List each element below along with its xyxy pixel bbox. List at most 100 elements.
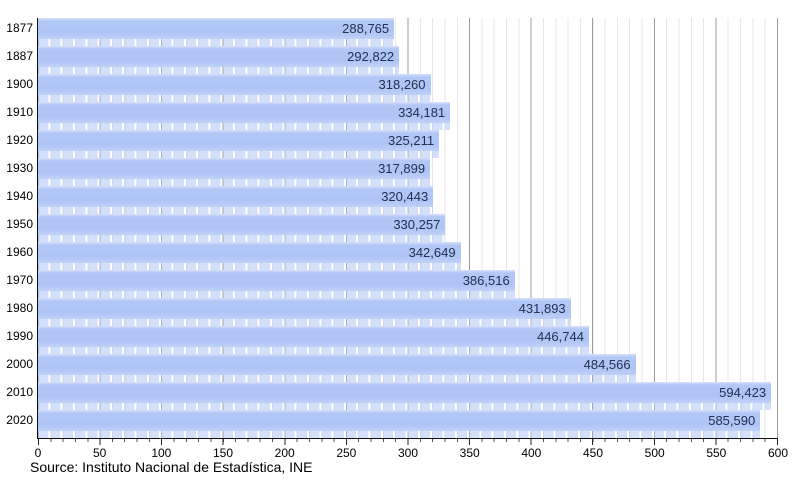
y-axis-label: 2020 bbox=[6, 413, 33, 427]
bar-reflection-strip bbox=[38, 179, 431, 186]
bar-body: 330,257 bbox=[38, 214, 446, 235]
bar-value-label: 317,899 bbox=[378, 161, 426, 176]
bar-body: 484,566 bbox=[38, 354, 636, 375]
bar-reflection-strip bbox=[38, 319, 571, 326]
bar-reflection-strip bbox=[38, 39, 395, 46]
x-axis-label: 200 bbox=[274, 446, 295, 460]
bar-value-label: 288,765 bbox=[342, 21, 390, 36]
bar-value-label: 318,260 bbox=[378, 77, 426, 92]
population-bar: 431,893 bbox=[38, 298, 571, 326]
bar-reflection-strip bbox=[38, 291, 515, 298]
bar-row: 288,765 bbox=[38, 18, 778, 46]
bar-value-label: 342,649 bbox=[408, 245, 456, 260]
y-axis-label: 1980 bbox=[6, 301, 33, 315]
bar-reflection-strip bbox=[38, 375, 636, 382]
bar-body: 386,516 bbox=[38, 270, 515, 291]
x-axis-label: 400 bbox=[521, 446, 542, 460]
x-axis-label: 350 bbox=[459, 446, 480, 460]
y-axis-label: 1990 bbox=[6, 329, 33, 343]
plot-area: 288,765 292,822 318,260 334,181 bbox=[37, 18, 778, 439]
x-axis-label: 100 bbox=[151, 446, 172, 460]
y-axis-label: 1877 bbox=[6, 21, 33, 35]
bar-reflection-strip bbox=[38, 67, 400, 74]
population-bar: 318,260 bbox=[38, 74, 431, 102]
bar-row: 484,566 bbox=[38, 354, 778, 382]
y-axis-label: 1950 bbox=[6, 217, 33, 231]
bar-body: 342,649 bbox=[38, 242, 461, 263]
population-bar: 330,257 bbox=[38, 214, 446, 242]
bar-value-label: 330,257 bbox=[393, 217, 441, 232]
population-bar: 594,423 bbox=[38, 382, 772, 410]
population-bar: 446,744 bbox=[38, 326, 589, 354]
bar-body: 288,765 bbox=[38, 18, 395, 39]
x-axis-label: 550 bbox=[706, 446, 727, 460]
population-bar: 320,443 bbox=[38, 186, 434, 214]
y-axis-label: 1960 bbox=[6, 245, 33, 259]
y-axis-label: 1900 bbox=[6, 77, 33, 91]
x-axis-label: 300 bbox=[397, 446, 419, 460]
y-axis-label: 1887 bbox=[6, 49, 33, 63]
bar-row: 317,899 bbox=[38, 158, 778, 186]
population-bar: 288,765 bbox=[38, 18, 395, 46]
bar-reflection-strip bbox=[38, 95, 431, 102]
x-axis-label: 50 bbox=[92, 446, 107, 460]
bar-row: 386,516 bbox=[38, 270, 778, 298]
bar-reflection-strip bbox=[38, 431, 761, 438]
bar-reflection-strip bbox=[38, 123, 451, 130]
bar-value-label: 334,181 bbox=[398, 105, 446, 120]
x-axis-label: 150 bbox=[212, 446, 234, 460]
population-bar: 484,566 bbox=[38, 354, 636, 382]
bar-body: 292,822 bbox=[38, 46, 400, 67]
bar-body: 325,211 bbox=[38, 130, 440, 151]
bar-body: 334,181 bbox=[38, 102, 451, 123]
bar-row: 330,257 bbox=[38, 214, 778, 242]
population-bar: 334,181 bbox=[38, 102, 451, 130]
bar-row: 334,181 bbox=[38, 102, 778, 130]
bar-row: 431,893 bbox=[38, 298, 778, 326]
bar-value-label: 585,590 bbox=[708, 413, 756, 428]
y-axis-labels: 1877 1887 1900 1910 1920 1930 1940 1950 1960 1970… bbox=[0, 18, 33, 438]
bar-body: 446,744 bbox=[38, 326, 589, 347]
x-axis-label: 600 bbox=[767, 446, 789, 460]
y-axis-label: 1940 bbox=[6, 189, 33, 203]
bar-body: 320,443 bbox=[38, 186, 434, 207]
bar-value-label: 292,822 bbox=[347, 49, 395, 64]
bar-body: 431,893 bbox=[38, 298, 571, 319]
y-axis-label: 1910 bbox=[6, 105, 33, 119]
y-axis-label: 2000 bbox=[6, 357, 33, 371]
bars-layer: 288,765 292,822 318,260 334,181 bbox=[38, 18, 778, 438]
bar-body: 585,590 bbox=[38, 410, 761, 431]
bar-value-label: 431,893 bbox=[518, 301, 566, 316]
bar-reflection-strip bbox=[38, 403, 772, 410]
y-axis-label: 2010 bbox=[6, 385, 33, 399]
population-bar: 342,649 bbox=[38, 242, 461, 270]
x-axis-label: 500 bbox=[644, 446, 665, 460]
y-axis-label: 1970 bbox=[6, 273, 33, 287]
y-axis-label: 1930 bbox=[6, 161, 33, 175]
bar-value-label: 325,211 bbox=[388, 133, 435, 148]
bar-row: 325,211 bbox=[38, 130, 778, 158]
bar-body: 318,260 bbox=[38, 74, 431, 95]
bar-value-label: 446,744 bbox=[536, 329, 584, 344]
population-bar: 325,211 bbox=[38, 130, 440, 158]
population-bar: 585,590 bbox=[38, 410, 761, 438]
population-bar: 317,899 bbox=[38, 158, 431, 186]
bar-row: 585,590 bbox=[38, 410, 778, 438]
bar-row: 318,260 bbox=[38, 74, 778, 102]
bar-reflection-strip bbox=[38, 347, 589, 354]
bar-reflection-strip bbox=[38, 235, 446, 242]
bar-row: 446,744 bbox=[38, 326, 778, 354]
bar-row: 292,822 bbox=[38, 46, 778, 74]
source-caption: Source: Instituto Nacional de Estadístic… bbox=[30, 459, 313, 475]
bar-row: 594,423 bbox=[38, 382, 778, 410]
x-axis-ticks bbox=[38, 439, 778, 445]
bar-row: 320,443 bbox=[38, 186, 778, 214]
bar-body: 594,423 bbox=[38, 382, 772, 403]
bar-reflection-strip bbox=[38, 207, 434, 214]
bar-row: 342,649 bbox=[38, 242, 778, 270]
x-axis-labels: 0 50 100 150 200 250 300 350 400 450 500 550 600 bbox=[34, 446, 788, 460]
bar-value-label: 594,423 bbox=[719, 385, 767, 400]
population-bar: 386,516 bbox=[38, 270, 515, 298]
x-axis-label: 0 bbox=[34, 446, 42, 460]
population-bar: 292,822 bbox=[38, 46, 400, 74]
